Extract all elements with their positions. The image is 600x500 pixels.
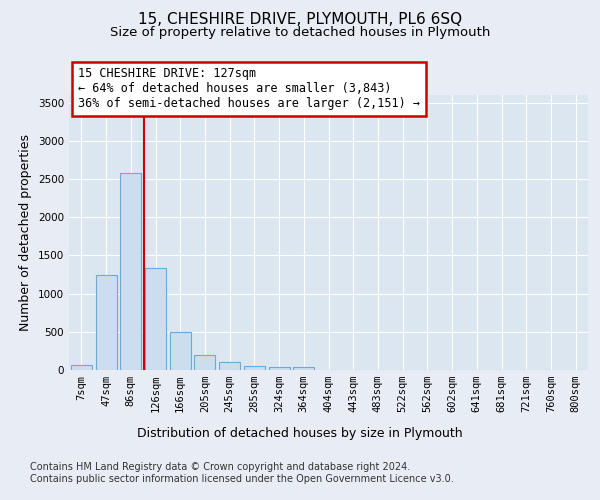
- Text: Size of property relative to detached houses in Plymouth: Size of property relative to detached ho…: [110, 26, 490, 39]
- Text: Contains HM Land Registry data © Crown copyright and database right 2024.
Contai: Contains HM Land Registry data © Crown c…: [30, 462, 454, 484]
- Bar: [244, 366, 265, 370]
- Bar: [71, 366, 92, 370]
- Bar: [293, 368, 314, 370]
- Text: 15, CHESHIRE DRIVE, PLYMOUTH, PL6 6SQ: 15, CHESHIRE DRIVE, PLYMOUTH, PL6 6SQ: [138, 12, 462, 28]
- Text: 15 CHESHIRE DRIVE: 127sqm
← 64% of detached houses are smaller (3,843)
36% of se: 15 CHESHIRE DRIVE: 127sqm ← 64% of detac…: [78, 68, 420, 110]
- Bar: [120, 173, 141, 370]
- Bar: [95, 276, 116, 370]
- Bar: [269, 366, 290, 370]
- Bar: [219, 362, 240, 370]
- Bar: [194, 356, 215, 370]
- Text: Distribution of detached houses by size in Plymouth: Distribution of detached houses by size …: [137, 428, 463, 440]
- Bar: [170, 332, 191, 370]
- Bar: [145, 268, 166, 370]
- Y-axis label: Number of detached properties: Number of detached properties: [19, 134, 32, 331]
